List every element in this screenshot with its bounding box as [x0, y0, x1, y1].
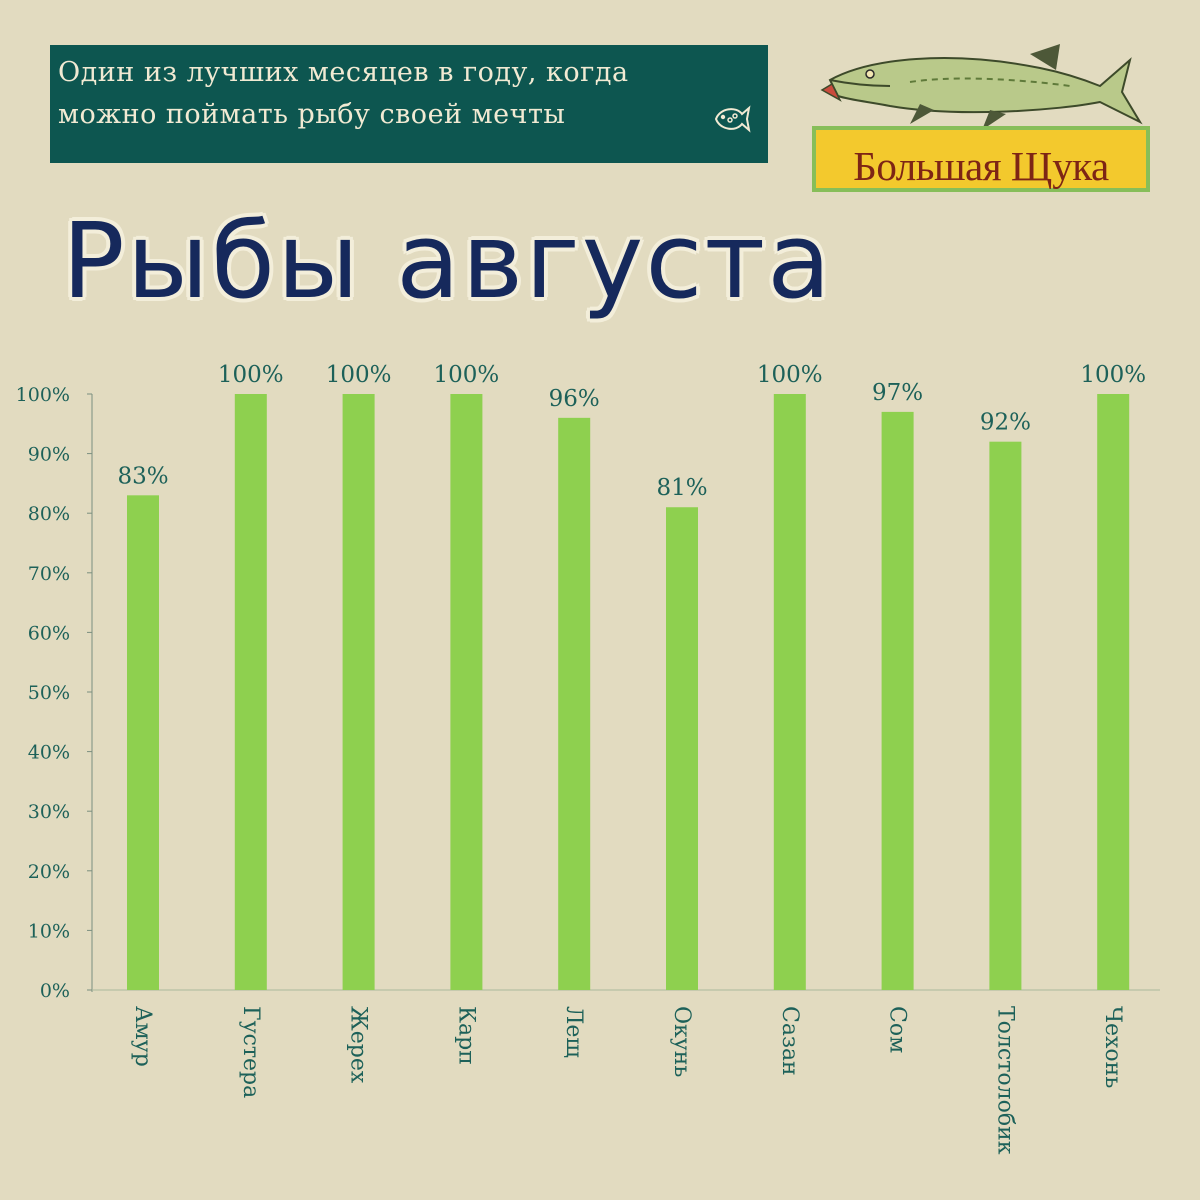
y-tick-label: 90%: [28, 444, 70, 466]
bar: [1097, 394, 1130, 990]
bar: [234, 394, 267, 990]
fish-icon: [714, 105, 751, 133]
pike-icon: [820, 44, 1143, 130]
value-label: 100%: [757, 362, 823, 388]
y-tick-label: 80%: [28, 503, 70, 525]
category-label: Окунь: [669, 1006, 694, 1077]
chart-axis: 0% 10% 20% 30% 40% 50% 60% 70% 80% 90% 100%: [16, 384, 1160, 1002]
value-label: 96%: [549, 386, 600, 412]
value-label: 83%: [117, 463, 168, 489]
bar: [342, 394, 375, 990]
category-label: Амур: [130, 1006, 155, 1067]
y-tick-label: 40%: [28, 742, 70, 764]
category-label: Жерех: [346, 1006, 371, 1084]
category-label: Лещ: [561, 1006, 586, 1058]
y-tick-label: 0%: [40, 980, 70, 1002]
value-label: 100%: [1080, 362, 1146, 388]
category-label: Карп: [453, 1006, 478, 1065]
category-label: Густера: [238, 1006, 263, 1098]
value-label: 100%: [326, 362, 392, 388]
category-label: Сом: [885, 1006, 910, 1053]
category-label: Толстолобик: [992, 1006, 1017, 1155]
y-tick-label: 60%: [28, 622, 70, 644]
brand-logo: Большая Щука: [810, 40, 1155, 200]
logo-text: Большая Щука: [853, 143, 1109, 189]
bar: [881, 411, 914, 990]
chart-bars: [127, 394, 1130, 991]
value-label: 100%: [218, 362, 284, 388]
intro-banner: Один из лучших месяцев в году, когда мож…: [50, 45, 768, 163]
y-tick-label: 30%: [28, 801, 70, 823]
bar: [989, 441, 1022, 990]
category-label: Чехонь: [1100, 1006, 1125, 1088]
chart-labels: 83% Амур 100% Густера 100% Жерех 100% Карп 96% Ле…: [117, 362, 1146, 1155]
bar: [666, 507, 698, 990]
bar: [127, 495, 159, 990]
value-label: 100%: [434, 362, 500, 388]
y-tick-label: 10%: [28, 920, 70, 942]
page-title: Рыбы августа: [62, 200, 833, 322]
y-tick-label: 20%: [28, 861, 70, 883]
y-tick-label: 50%: [28, 682, 70, 704]
value-label: 97%: [872, 380, 923, 406]
banner-text-line-1: Один из лучших месяцев в году, когда: [58, 57, 629, 88]
value-label: 81%: [656, 475, 707, 501]
bar: [773, 394, 806, 990]
bar: [450, 394, 483, 990]
bar: [558, 417, 591, 991]
value-label: 92%: [980, 410, 1031, 436]
category-label: Сазан: [777, 1006, 802, 1076]
y-tick-label: 100%: [16, 384, 70, 406]
y-tick-label: 70%: [28, 563, 70, 585]
logo-plate: Большая Щука: [812, 126, 1150, 192]
banner-text-line-2: можно поймать рыбу своей мечты: [58, 99, 566, 130]
bar-chart: 0% 10% 20% 30% 40% 50% 60% 70% 80% 90% 100% 83% Аму…: [16, 362, 1160, 1155]
